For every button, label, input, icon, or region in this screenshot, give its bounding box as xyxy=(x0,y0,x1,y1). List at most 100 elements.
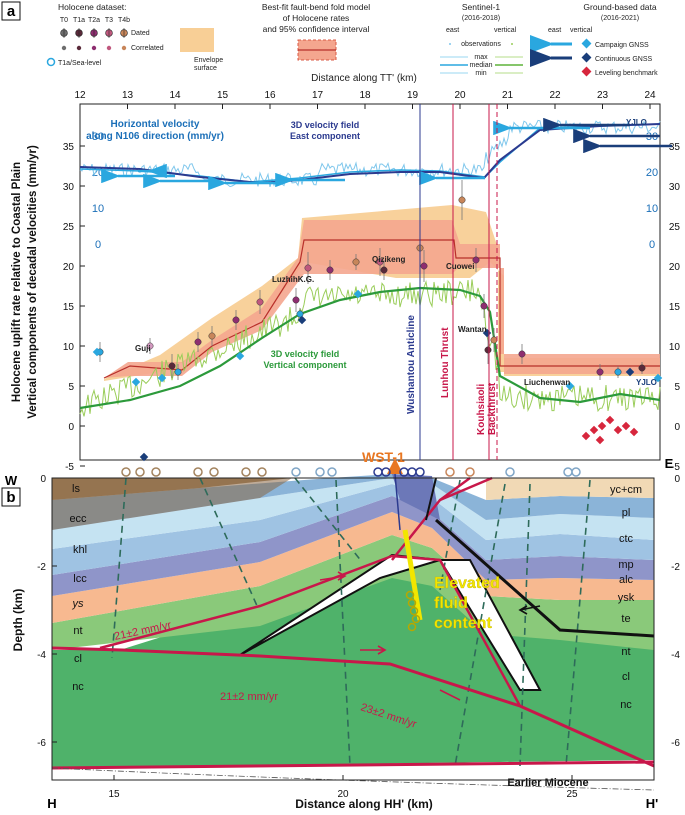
y-axis-ticks-a: 3535303025252020151510105500-5-530302020… xyxy=(63,131,681,473)
terrace-point-12 xyxy=(352,258,360,266)
top-tick-22: 22 xyxy=(549,90,561,101)
y-tick-b--6: -6 xyxy=(37,738,46,749)
legend-code-T4b: T4b xyxy=(118,17,130,24)
y-tick-b-right-0: 0 xyxy=(674,474,680,485)
axial-surfaces xyxy=(111,477,591,767)
layer-label-east-te: te xyxy=(621,613,630,625)
terrace-point-13 xyxy=(376,258,384,266)
h-scale-tick-right-0: 0 xyxy=(649,239,655,251)
top-axis-ticks: 12 13 14 15 16 17 18 19 20 21 22 23 24 xyxy=(74,90,656,109)
faults xyxy=(51,476,655,770)
earlier-miocene-boundary xyxy=(51,767,655,791)
y-title-2: Vertical components of decadal velocitie… xyxy=(27,145,39,419)
x-tick-b-15: 15 xyxy=(108,789,120,800)
top-tick-17: 17 xyxy=(312,90,324,101)
y-tick-b-right--4: -4 xyxy=(671,650,680,661)
gnss-diamond-18 xyxy=(595,435,605,445)
legend-code-T3: T3 xyxy=(105,17,113,24)
gnss-diamond-12 xyxy=(589,425,599,435)
corner-w: W xyxy=(5,473,18,488)
sentinel-vertical-observations xyxy=(79,279,661,417)
label-kouhsiaoli-2: Backthrust xyxy=(487,382,498,435)
legend-holocene: Holocene dataset: T0 T1a T2a T3 T4b Dated Co… xyxy=(46,2,223,72)
legend-corr-dot-T2a xyxy=(91,45,97,51)
y-tick-a-right-0: 0 xyxy=(674,422,680,433)
legend-holocene-title: Holocene dataset: xyxy=(58,2,127,12)
legend-terrace-codes: T0 T1a T2a T3 T4b xyxy=(60,17,130,24)
y-tick-a-30: 30 xyxy=(63,182,75,193)
legend-dated: Dated xyxy=(131,30,150,37)
wst-label: WST-1 xyxy=(362,449,405,465)
legend-sentinel-title: Sentinel-1 xyxy=(462,2,501,12)
layer-label-east-nt: nt xyxy=(621,646,630,658)
gnss-diamond-11 xyxy=(581,431,591,441)
y-tick-a-right-10: 10 xyxy=(669,342,681,353)
gnss-diamond-9 xyxy=(653,373,663,383)
layer-label-west-nt: nt xyxy=(73,625,82,637)
y-tick-b-0: 0 xyxy=(40,474,46,485)
terrace-point-14 xyxy=(380,266,388,274)
legend-sentinel-years: (2016-2018) xyxy=(462,15,500,22)
legend-code-T2a: T2a xyxy=(88,17,100,24)
top-tick-16: 16 xyxy=(264,90,276,101)
legend-envelope-swatch xyxy=(180,28,214,52)
gnss-diamond-7 xyxy=(565,381,575,391)
y-tick-a-right-30: 30 xyxy=(669,182,681,193)
terrace-point-19 xyxy=(480,302,488,310)
top-tick-15: 15 xyxy=(217,90,229,101)
top-tick-13: 13 xyxy=(122,90,134,101)
gnss-diamond-13 xyxy=(597,421,607,431)
slip-arrow-4 xyxy=(439,689,461,701)
surface-circle-6 xyxy=(257,467,267,477)
terrace-point-4 xyxy=(194,338,202,346)
legend-min: min xyxy=(475,70,486,77)
x-tick-b-25: 25 xyxy=(566,789,578,800)
y-tick-a-right-5: 5 xyxy=(674,382,680,393)
terrace-point-16 xyxy=(420,262,428,270)
y-tick-b-right--6: -6 xyxy=(671,738,680,749)
layer-label-east-pl: pl xyxy=(622,507,631,519)
y-tick-a--5: -5 xyxy=(65,462,74,473)
legend-sealevel-marker xyxy=(46,57,56,67)
fluid-circle-4 xyxy=(407,622,417,632)
terrace-point-7 xyxy=(256,298,264,306)
legend-ground-title: Ground-based data xyxy=(583,2,657,12)
wst-well-marker xyxy=(387,458,403,474)
svg-text:Vertical component: Vertical component xyxy=(263,360,346,370)
legend-corr-dot-T1a xyxy=(76,45,82,51)
earlier-miocene-label: Earlier Miocene xyxy=(507,777,588,789)
top-tick-18: 18 xyxy=(359,90,371,101)
terrace-point-9 xyxy=(296,310,304,318)
layer-label-east-cl: cl xyxy=(622,671,630,683)
layer-ys xyxy=(52,496,654,596)
surface-circle-13 xyxy=(407,467,417,477)
layer-label-east-nc: nc xyxy=(620,699,632,711)
legend-ground: Ground-based data (2016-2021) east verti… xyxy=(530,2,658,77)
label-qizikeng: Qizikeng xyxy=(372,255,405,264)
legend-ground-years: (2016-2021) xyxy=(601,15,639,22)
legend-continuous-diamond xyxy=(581,52,592,63)
label-lunhou: Lunhou Thrust xyxy=(440,327,451,398)
panel-b-label: b xyxy=(6,489,15,506)
legend-continuous: Continuous GNSS xyxy=(595,56,653,63)
terrace-point-10 xyxy=(304,264,312,272)
surface-circle-4 xyxy=(209,467,219,477)
legend-correlated: Correlated xyxy=(131,45,164,52)
y-tick-a-10: 10 xyxy=(63,342,75,353)
fluid-column xyxy=(402,529,423,621)
panel-a-box xyxy=(1,1,21,21)
well-fault xyxy=(425,477,437,521)
legend-obs-vert-dot xyxy=(511,43,513,45)
layer-label-west-ecc: ecc xyxy=(69,513,87,525)
y-title-1: Holocene uplift rate relative to Coastal… xyxy=(11,162,23,402)
legend-fold-line3: and 95% confidence interval xyxy=(263,24,370,34)
fluid-line2: fluid xyxy=(434,595,468,612)
annotation-velocity-east: 3D velocity field East component xyxy=(290,120,360,141)
legend-sentinel-east: east xyxy=(446,27,459,34)
label-kouhsiaoli-1: Kouhsiaoli xyxy=(476,384,487,435)
legend-terrace-dots xyxy=(60,28,128,51)
surface-circle-19 xyxy=(571,467,581,477)
top-tick-14: 14 xyxy=(169,90,181,101)
lunhou-fault xyxy=(439,476,493,502)
